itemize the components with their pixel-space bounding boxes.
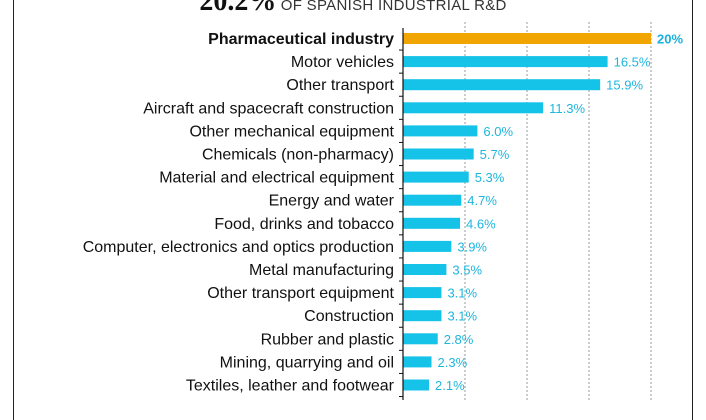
bar [403,33,651,44]
category-label: Other mechanical equipment [189,123,394,140]
bar [403,125,478,137]
bar [403,287,442,299]
bar [403,264,447,275]
category-label: Computer, electronics and optics product… [83,239,394,256]
value-label: 16.5% [614,55,651,70]
value-label: 5.7% [480,147,510,162]
value-label: 6.0% [483,124,513,139]
header-value-number: 20.2 [199,0,249,17]
value-label: 3.1% [447,309,477,324]
bar [403,148,474,160]
category-label: Chemicals (non-pharmacy) [202,147,394,164]
bar [403,171,469,183]
category-label: Aircraft and spacecraft construction [143,100,394,117]
value-label: 2.8% [444,332,474,347]
value-label: 20% [657,32,683,47]
value-label: 5.3% [475,170,505,185]
chart-header: 20.2% OF SPANISH INDUSTRIAL R&D [0,0,706,18]
header-value: 20.2% [199,0,276,17]
value-label: 15.9% [606,78,643,93]
value-label: 3.1% [447,286,477,301]
category-label: Mining, quarrying and oil [220,354,394,371]
bar [403,56,608,68]
value-label: 2.1% [435,378,465,393]
category-label: Rubber and plastic [261,331,394,348]
bar [403,194,462,206]
bar [403,379,430,391]
header-caption: OF SPANISH INDUSTRIAL R&D [280,0,507,14]
bar [403,240,452,252]
value-label: 11.3% [549,101,585,116]
bar [403,102,544,114]
category-label: Material and electrical equipment [159,170,394,187]
category-label: Metal manufacturing [249,262,394,279]
category-label: Other transport equipment [207,285,394,302]
bar-chart: Pharmaceutical industry 20% Motor vehicles… [83,22,683,400]
bar [403,333,438,345]
category-label: Motor vehicles [291,54,394,71]
category-label: Food, drinks and tobacco [214,216,394,233]
bar [403,356,432,368]
chart-frame [13,0,693,420]
category-label: Pharmaceutical industry [208,31,394,48]
category-label: Other transport [286,77,394,94]
header-value-suffix: % [248,0,277,17]
value-label: 4.6% [466,216,496,231]
value-label: 4.7% [467,193,497,208]
value-label: 3.5% [452,263,482,278]
category-label: Construction [304,308,394,325]
bar [403,79,601,91]
value-label: 2.3% [438,355,468,370]
category-label: Energy and water [269,193,395,210]
value-label: 3.9% [457,239,487,254]
category-label: Textiles, leather and footwear [186,378,395,395]
bar [403,310,442,322]
bar [403,217,461,229]
